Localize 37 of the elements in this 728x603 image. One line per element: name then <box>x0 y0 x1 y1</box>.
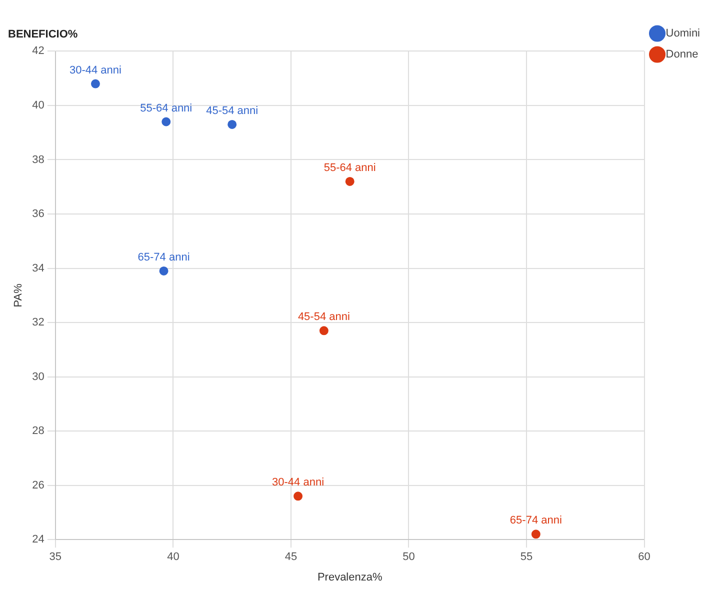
legend-label: Donne <box>666 48 698 61</box>
data-label: 65-74 anni <box>510 514 562 527</box>
point <box>319 326 328 336</box>
x-tick-label: 45 <box>284 551 298 564</box>
y-tick-label: 40 <box>32 100 44 112</box>
data-label: 55-64 anni <box>324 162 376 174</box>
data-label: 30-44 anni <box>272 476 324 489</box>
y-tick-label: 26 <box>32 479 44 492</box>
x-tick-label: 55 <box>520 551 533 564</box>
data-label: 65-74 anni <box>138 252 190 264</box>
y-tick-label: 42 <box>32 45 44 58</box>
y-tick-label: 34 <box>32 262 44 274</box>
data-label: 55-64 anni <box>140 102 192 114</box>
point <box>228 120 237 129</box>
chart-title: BENEFICIO% <box>8 28 78 41</box>
y-tick-label: 28 <box>32 425 44 438</box>
y-axis-title: PA% <box>12 283 25 308</box>
x-tick-label: 40 <box>167 551 180 564</box>
y-tick-label: 30 <box>32 370 44 383</box>
point <box>531 530 540 539</box>
data-label: 45-54 anni <box>206 104 258 117</box>
point <box>345 176 354 186</box>
data-label: 45-54 anni <box>298 311 350 324</box>
x-tick-label: 35 <box>49 551 62 564</box>
y-tick-label: 32 <box>32 316 44 329</box>
x-tick-label: 50 <box>402 551 415 564</box>
data-label: 30-44 anni <box>69 64 122 76</box>
y-tick-label: 38 <box>32 154 44 166</box>
point <box>90 79 100 88</box>
y-tick-label: 24 <box>32 534 44 546</box>
point <box>159 266 168 276</box>
legend-label: Uomini <box>666 28 700 40</box>
x-axis-title: Prevalenza% <box>317 571 382 584</box>
point <box>294 492 303 501</box>
x-tick-label: 60 <box>638 551 650 564</box>
point <box>162 117 171 126</box>
y-tick-label: 36 <box>32 208 44 220</box>
